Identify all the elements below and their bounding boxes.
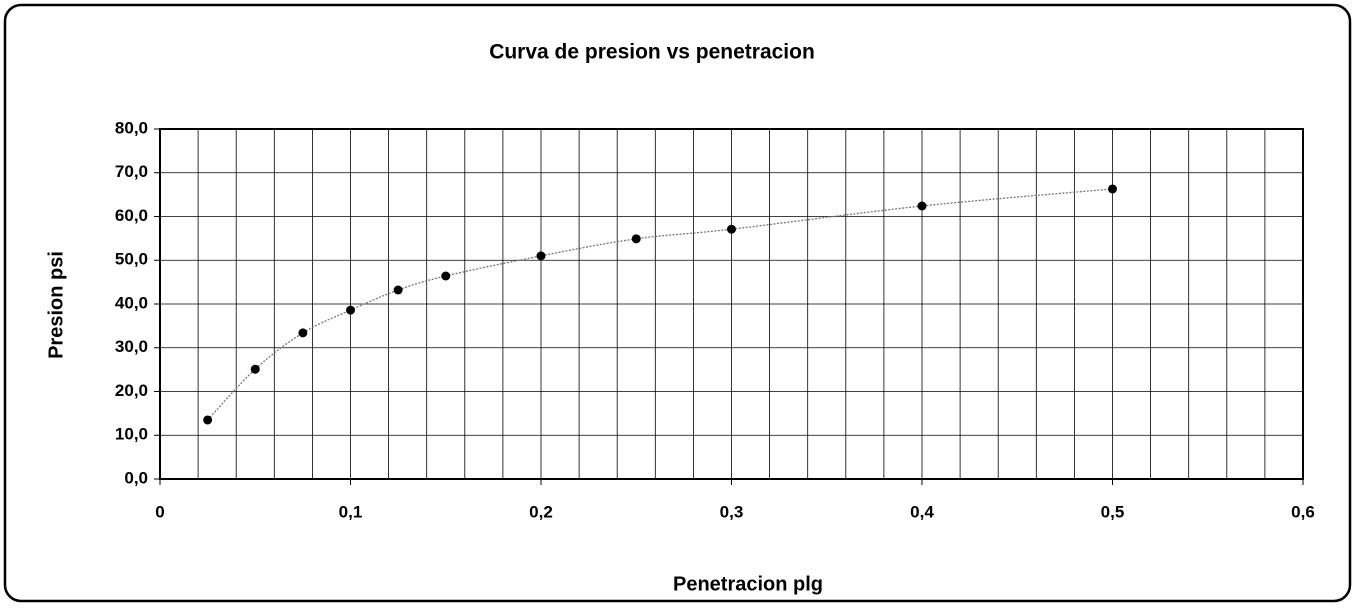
data-point <box>346 305 355 315</box>
x-tick-label: 0,5 <box>1101 502 1125 521</box>
x-tick-label: 0,6 <box>1291 502 1315 521</box>
y-tick-label: 60,0 <box>115 206 148 225</box>
data-point <box>393 285 403 295</box>
x-axis-label: Penetracion plg <box>673 573 823 595</box>
y-tick-label: 50,0 <box>115 250 148 269</box>
data-point <box>1108 184 1117 194</box>
x-tick-label: 0,3 <box>720 502 744 521</box>
y-axis-label: Presion psi <box>45 251 67 359</box>
data-point <box>298 328 308 338</box>
y-tick-label: 40,0 <box>115 293 148 312</box>
data-point <box>203 415 213 425</box>
plot-area <box>159 128 1304 480</box>
x-tick-label: 0 <box>155 502 164 521</box>
data-point <box>631 234 641 244</box>
chart-frame <box>3 3 1352 603</box>
y-tick-label: 10,0 <box>115 425 148 444</box>
data-point <box>917 201 927 211</box>
data-point <box>250 364 260 374</box>
y-tick-label: 20,0 <box>115 381 148 400</box>
y-tick-label: 0,0 <box>124 468 148 487</box>
chart-title: Curva de presion vs penetracion <box>489 41 815 64</box>
y-tick-label: 30,0 <box>115 337 148 356</box>
x-tick-label: 0,2 <box>529 502 553 521</box>
y-tick-label: 80,0 <box>115 118 148 137</box>
trend-line <box>207 188 1113 421</box>
y-tick-label: 70,0 <box>115 162 148 181</box>
x-tick-label: 0,1 <box>339 502 363 521</box>
data-point <box>727 224 736 234</box>
data-point <box>536 251 546 261</box>
data-point <box>441 271 451 281</box>
x-tick-label: 0,4 <box>910 502 934 521</box>
